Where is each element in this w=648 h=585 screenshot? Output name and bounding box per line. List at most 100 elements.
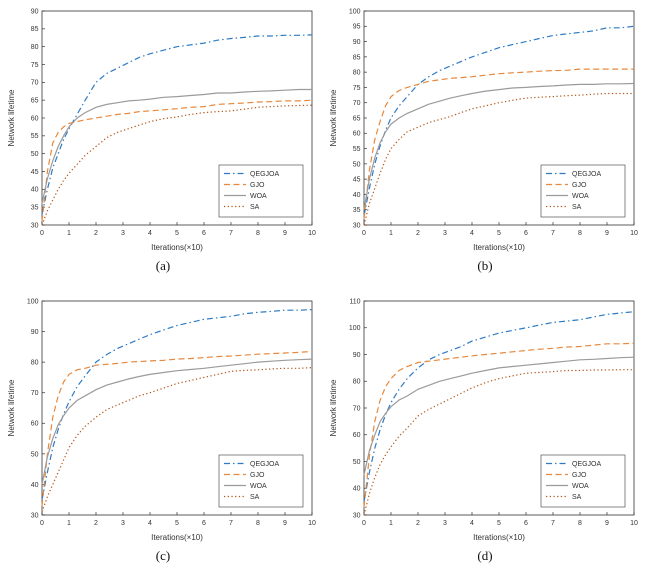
svg-text:0: 0 (362, 230, 366, 237)
svg-text:GJO: GJO (572, 182, 587, 189)
svg-text:60: 60 (353, 432, 361, 439)
svg-text:100: 100 (27, 298, 39, 305)
svg-text:2: 2 (94, 520, 98, 527)
svg-text:30: 30 (353, 512, 361, 519)
svg-text:8: 8 (578, 520, 582, 527)
svg-text:3: 3 (443, 230, 447, 237)
svg-text:Network lifetime: Network lifetime (7, 89, 16, 146)
svg-text:SA: SA (572, 204, 582, 211)
subplot-b: 0 1 2 3 4 5 6 7 8 9 10 30 35 40 45 50 55 60 65 70 75 80 85 90 95… (324, 4, 646, 294)
svg-text:9: 9 (605, 520, 609, 527)
svg-text:30: 30 (353, 222, 361, 229)
svg-text:WOA: WOA (572, 483, 589, 490)
svg-text:40: 40 (31, 187, 39, 194)
svg-text:Iterations(×10): Iterations(×10) (473, 533, 525, 542)
svg-text:QEGJOA: QEGJOA (250, 171, 280, 178)
svg-text:50: 50 (353, 458, 361, 465)
svg-text:4: 4 (470, 230, 474, 237)
svg-text:Network lifetime: Network lifetime (329, 89, 338, 146)
svg-text:7: 7 (229, 520, 233, 527)
svg-text:QEGJOA: QEGJOA (572, 171, 602, 178)
svg-text:5: 5 (175, 230, 179, 237)
svg-text:40: 40 (31, 481, 39, 488)
svg-text:45: 45 (31, 169, 39, 176)
svg-text:85: 85 (353, 54, 361, 61)
svg-text:60: 60 (31, 115, 39, 122)
svg-text:10: 10 (630, 230, 638, 237)
svg-text:8: 8 (256, 520, 260, 527)
svg-text:4: 4 (148, 230, 152, 237)
svg-text:7: 7 (551, 230, 555, 237)
svg-text:GJO: GJO (250, 472, 265, 479)
svg-text:GJO: GJO (250, 182, 265, 189)
svg-text:10: 10 (308, 520, 316, 527)
svg-text:80: 80 (31, 44, 39, 51)
svg-text:SA: SA (250, 494, 260, 501)
svg-text:90: 90 (31, 8, 39, 15)
svg-text:50: 50 (31, 151, 39, 158)
svg-text:100: 100 (349, 325, 361, 332)
svg-text:0: 0 (40, 230, 44, 237)
svg-text:95: 95 (353, 24, 361, 31)
svg-text:80: 80 (31, 359, 39, 366)
svg-text:7: 7 (551, 520, 555, 527)
svg-text:70: 70 (31, 80, 39, 87)
svg-text:Iterations(×10): Iterations(×10) (151, 243, 203, 252)
subplot-a: 0 1 2 3 4 5 6 7 8 9 10 30 35 40 45 50 55 60 65 70 75 80 85 90 It… (2, 4, 324, 294)
svg-text:Network lifetime: Network lifetime (7, 379, 16, 436)
svg-text:90: 90 (31, 328, 39, 335)
svg-text:0: 0 (40, 520, 44, 527)
svg-text:70: 70 (353, 405, 361, 412)
svg-text:60: 60 (31, 420, 39, 427)
svg-text:85: 85 (31, 26, 39, 33)
svg-text:8: 8 (578, 230, 582, 237)
svg-text:WOA: WOA (250, 483, 267, 490)
svg-text:3: 3 (121, 520, 125, 527)
svg-text:6: 6 (524, 230, 528, 237)
subplot-d-caption: (d) (477, 547, 493, 563)
svg-text:WOA: WOA (250, 193, 267, 200)
svg-text:100: 100 (349, 8, 361, 15)
svg-text:55: 55 (353, 146, 361, 153)
svg-text:5: 5 (175, 520, 179, 527)
svg-text:3: 3 (443, 520, 447, 527)
svg-text:9: 9 (283, 520, 287, 527)
svg-text:40: 40 (353, 192, 361, 199)
svg-text:55: 55 (31, 133, 39, 140)
subplot-d: 0 1 2 3 4 5 6 7 8 9 10 30 40 50 60 70 80 90 100 110 Iteratio… (324, 294, 646, 584)
svg-text:7: 7 (229, 230, 233, 237)
svg-text:1: 1 (389, 520, 393, 527)
svg-text:80: 80 (353, 378, 361, 385)
subplot-c: 0 1 2 3 4 5 6 7 8 9 10 30 40 50 60 70 80 90 100 Iterations(… (2, 294, 324, 584)
svg-text:90: 90 (353, 39, 361, 46)
svg-text:9: 9 (283, 230, 287, 237)
chart-a-canvas: 0 1 2 3 4 5 6 7 8 9 1030354045505560657075808590It… (7, 8, 316, 252)
svg-text:75: 75 (353, 85, 361, 92)
svg-text:Iterations(×10): Iterations(×10) (151, 533, 203, 542)
svg-text:110: 110 (349, 298, 360, 305)
svg-text:70: 70 (31, 390, 39, 397)
svg-text:9: 9 (605, 230, 609, 237)
svg-text:WOA: WOA (572, 193, 589, 200)
svg-text:5: 5 (497, 520, 501, 527)
svg-text:3: 3 (121, 230, 125, 237)
svg-text:70: 70 (353, 100, 361, 107)
svg-text:4: 4 (470, 520, 474, 527)
svg-text:GJO: GJO (572, 472, 587, 479)
svg-text:2: 2 (94, 230, 98, 237)
svg-text:90: 90 (353, 351, 361, 358)
svg-text:0: 0 (362, 520, 366, 527)
svg-text:50: 50 (31, 451, 39, 458)
svg-text:Network lifetime: Network lifetime (329, 379, 338, 436)
svg-text:6: 6 (202, 520, 206, 527)
svg-text:Iterations(×10): Iterations(×10) (473, 243, 525, 252)
subplot-a-caption: (a) (155, 258, 171, 273)
subplot-c-caption: (c) (155, 547, 171, 563)
svg-text:1: 1 (389, 230, 393, 237)
svg-text:2: 2 (416, 520, 420, 527)
svg-text:1: 1 (67, 520, 71, 527)
svg-text:6: 6 (202, 230, 206, 237)
svg-text:SA: SA (572, 494, 582, 501)
svg-text:8: 8 (256, 230, 260, 237)
